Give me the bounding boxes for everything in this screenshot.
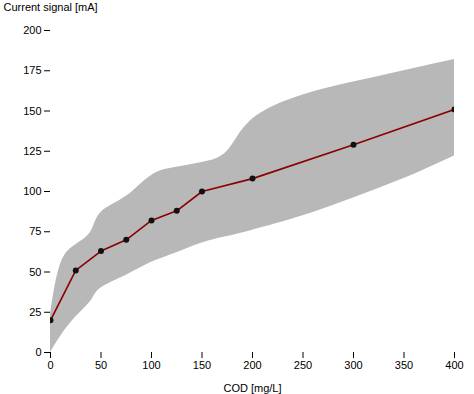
svg-text:125: 125 xyxy=(23,145,41,157)
svg-text:150: 150 xyxy=(193,359,211,371)
svg-text:100: 100 xyxy=(23,185,41,197)
svg-text:50: 50 xyxy=(29,266,41,278)
svg-text:50: 50 xyxy=(95,359,107,371)
svg-text:175: 175 xyxy=(23,64,41,76)
svg-text:300: 300 xyxy=(344,359,362,371)
svg-text:100: 100 xyxy=(142,359,160,371)
svg-text:150: 150 xyxy=(23,105,41,117)
svg-text:25: 25 xyxy=(29,306,41,318)
svg-text:350: 350 xyxy=(395,359,413,371)
svg-text:0: 0 xyxy=(35,346,41,358)
svg-text:250: 250 xyxy=(294,359,312,371)
svg-text:COD [mg/L]: COD [mg/L] xyxy=(223,382,281,394)
svg-text:200: 200 xyxy=(23,24,41,36)
svg-text:0: 0 xyxy=(47,359,53,371)
svg-text:Current signal [mA]: Current signal [mA] xyxy=(4,1,98,13)
svg-text:400: 400 xyxy=(445,359,463,371)
svg-text:75: 75 xyxy=(29,225,41,237)
svg-text:200: 200 xyxy=(243,359,261,371)
